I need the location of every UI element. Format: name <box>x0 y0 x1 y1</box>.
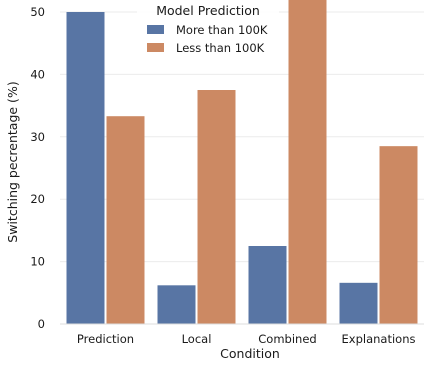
bars <box>66 0 418 325</box>
bar-1-0 <box>106 116 145 324</box>
y-tick-label-5: 50 <box>30 5 45 19</box>
y-tick-label-0: 0 <box>38 317 45 331</box>
legend-label-0: More than 100K <box>176 23 268 37</box>
x-tick-label-2: Combined <box>258 332 316 346</box>
legend-label-1: Less than 100K <box>176 41 265 55</box>
legend-swatch-0 <box>147 25 164 34</box>
bar-0-2 <box>248 246 287 324</box>
legend: Model Prediction More than 100K Less tha… <box>137 0 279 60</box>
legend-swatch-1 <box>147 43 164 52</box>
bar-1-3 <box>379 146 418 324</box>
bar-0-0 <box>66 12 105 324</box>
bar-0-1 <box>157 285 196 324</box>
y-tick-label-1: 10 <box>30 255 45 269</box>
y-tick-label-3: 30 <box>30 130 45 144</box>
y-axis-label: Switching pecrentage (%) <box>5 81 20 242</box>
y-tick-label-4: 40 <box>30 67 45 81</box>
x-tick-label-3: Explanations <box>342 332 416 346</box>
y-tick-label-2: 20 <box>30 192 45 206</box>
x-tick-label-1: Local <box>182 332 212 346</box>
x-axis-label: Condition <box>220 346 280 361</box>
x-tick-label-0: Prediction <box>77 332 134 346</box>
axes: 0 10 20 30 40 50 Prediction Local Combined Explan… <box>30 5 424 346</box>
bar-0-3 <box>339 282 378 324</box>
bar-1-1 <box>197 90 236 324</box>
legend-title: Model Prediction <box>156 3 260 18</box>
bar-1-2 <box>288 0 327 325</box>
